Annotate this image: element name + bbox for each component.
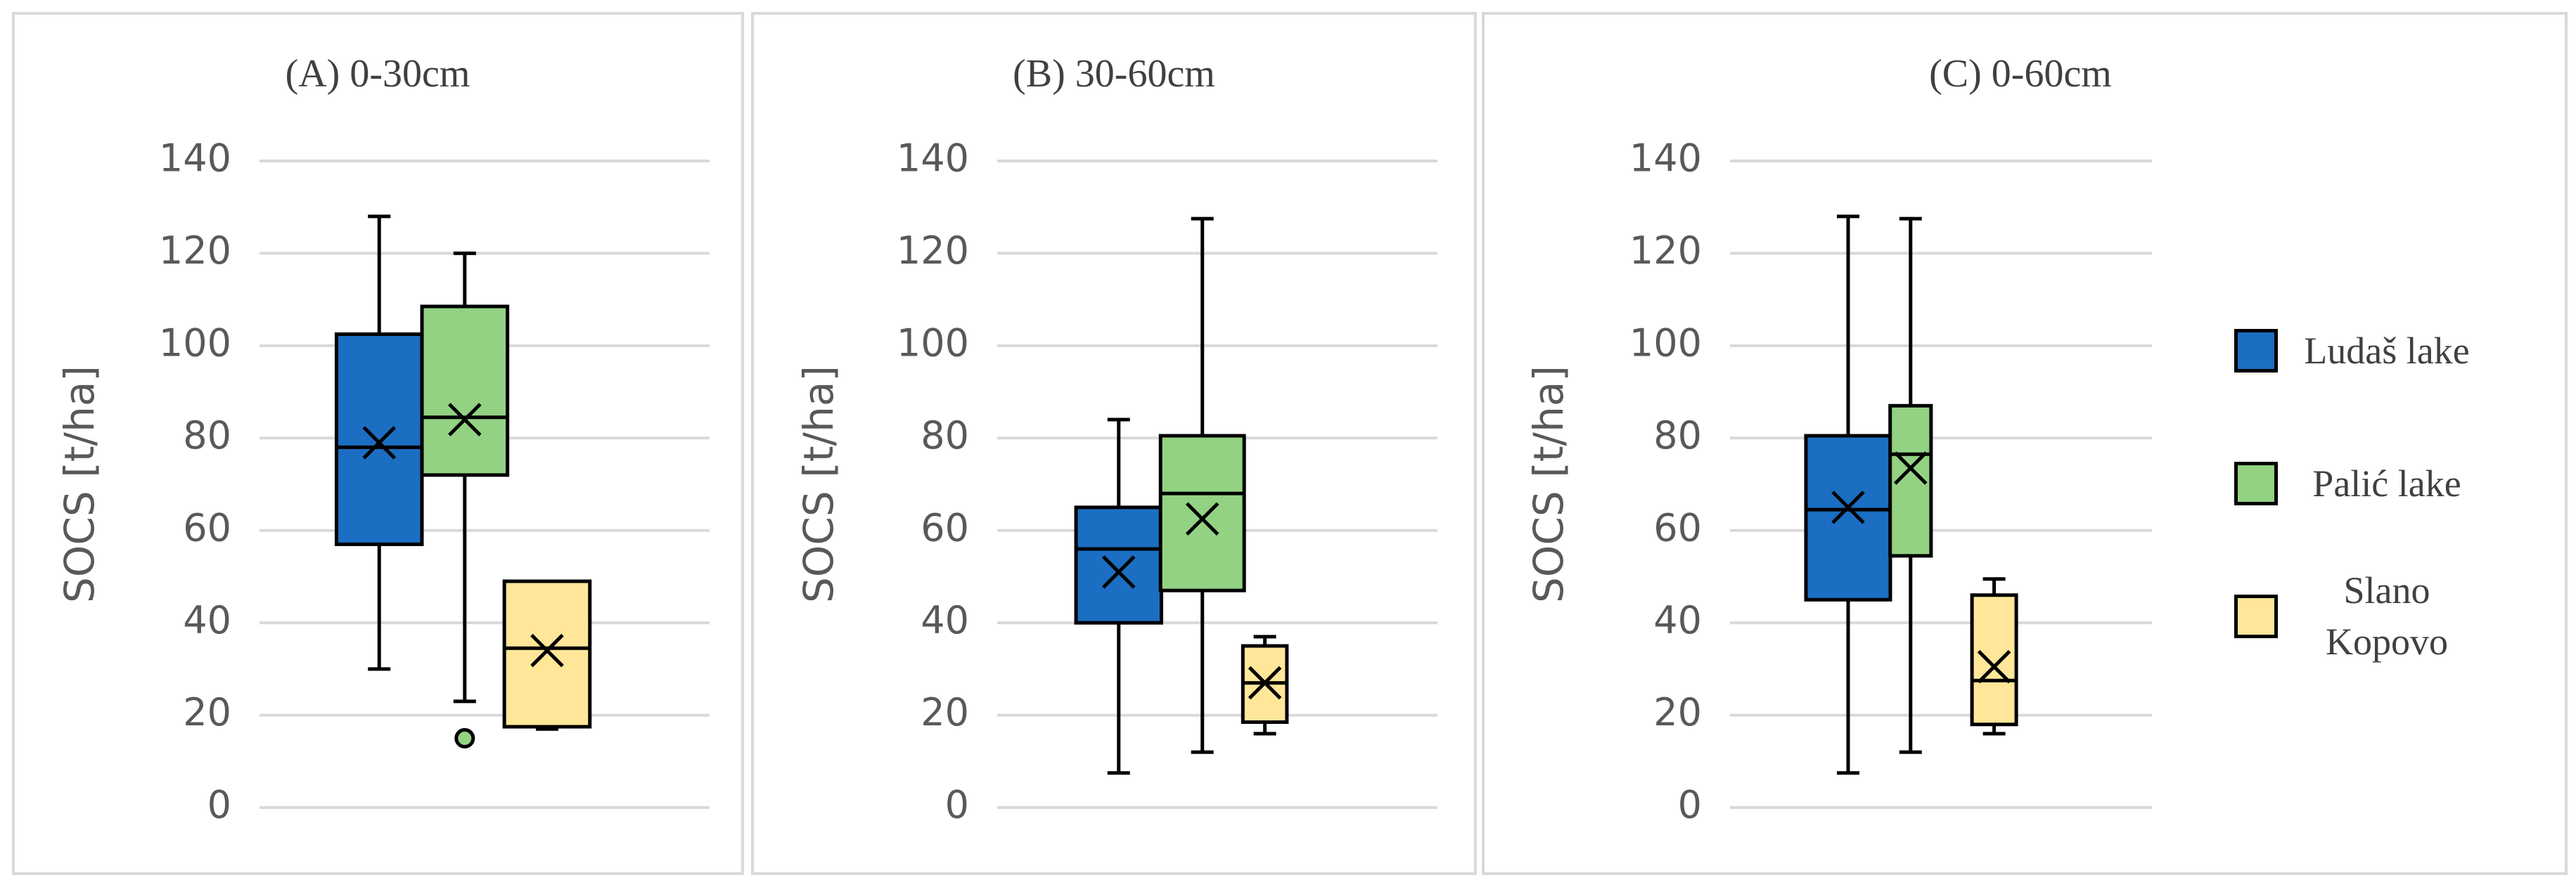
- y-tick-label: 140: [1629, 136, 1702, 181]
- y-tick-label: 40: [1653, 598, 1702, 642]
- legend-label: Ludaš lake: [2304, 329, 2470, 372]
- y-axis-label: SOCS [t/ha]: [795, 365, 842, 603]
- y-tick-label: 20: [183, 690, 231, 734]
- y-tick-label: 40: [183, 598, 231, 642]
- box: [1074, 505, 1163, 625]
- mean-marker: [1894, 451, 1928, 485]
- legend-label: Palić lake: [2312, 462, 2461, 505]
- y-tick-label: 0: [945, 783, 969, 827]
- legend-label: Slano Kopovo: [2326, 569, 2448, 663]
- legend-item: Palić lake: [2234, 434, 2475, 533]
- panel-border: [751, 12, 1477, 875]
- y-tick-label: 120: [1629, 228, 1702, 273]
- y-tick-label: 60: [1653, 505, 1702, 550]
- y-tick-label: 60: [183, 505, 231, 550]
- y-tick-label: 100: [1629, 321, 1702, 365]
- mean-marker: [362, 426, 397, 460]
- box: [420, 304, 510, 477]
- box: [502, 579, 592, 729]
- chart-title: (A) 0-30cm: [286, 52, 470, 96]
- y-tick-label: 20: [1653, 690, 1702, 734]
- mean-marker: [448, 403, 482, 436]
- box: [1804, 434, 1892, 602]
- box: [1970, 593, 2018, 727]
- outlier: [454, 727, 475, 749]
- legend-item: Slano Kopovo: [2234, 567, 2475, 666]
- y-axis-label: SOCS [t/ha]: [56, 365, 103, 603]
- y-tick-label: 140: [159, 136, 231, 181]
- chart-title: (B) 30-60cm: [1013, 52, 1215, 96]
- panel-border: [12, 12, 744, 875]
- y-tick-label: 120: [897, 228, 969, 273]
- y-tick-label: 100: [159, 321, 231, 365]
- y-tick-label: 20: [921, 690, 969, 734]
- y-tick-label: 140: [897, 136, 969, 181]
- y-tick-label: 40: [921, 598, 969, 642]
- legend-swatch: [2234, 595, 2278, 638]
- y-tick-label: 60: [921, 505, 969, 550]
- box: [1158, 434, 1246, 593]
- y-tick-label: 0: [1678, 783, 1702, 827]
- y-tick-label: 80: [1653, 413, 1702, 458]
- mean-marker: [1102, 555, 1136, 589]
- mean-marker: [1248, 666, 1282, 700]
- mean-marker: [1831, 491, 1865, 524]
- legend-swatch: [2234, 329, 2278, 373]
- chart-title: (C) 0-60cm: [1929, 52, 2112, 96]
- y-tick-label: 100: [897, 321, 969, 365]
- y-tick-label: 0: [207, 783, 231, 827]
- y-tick-label: 80: [921, 413, 969, 458]
- legend-item: Ludaš lake: [2234, 302, 2475, 400]
- box: [334, 332, 424, 546]
- mean-marker: [1185, 502, 1219, 536]
- y-axis-label: SOCS [t/ha]: [1525, 365, 1572, 603]
- y-tick-label: 80: [183, 413, 231, 458]
- legend-swatch: [2234, 462, 2278, 505]
- y-tick-label: 120: [159, 228, 231, 273]
- panel-border: [1482, 12, 2568, 875]
- mean-marker: [530, 633, 564, 668]
- mean-marker: [1977, 649, 2011, 684]
